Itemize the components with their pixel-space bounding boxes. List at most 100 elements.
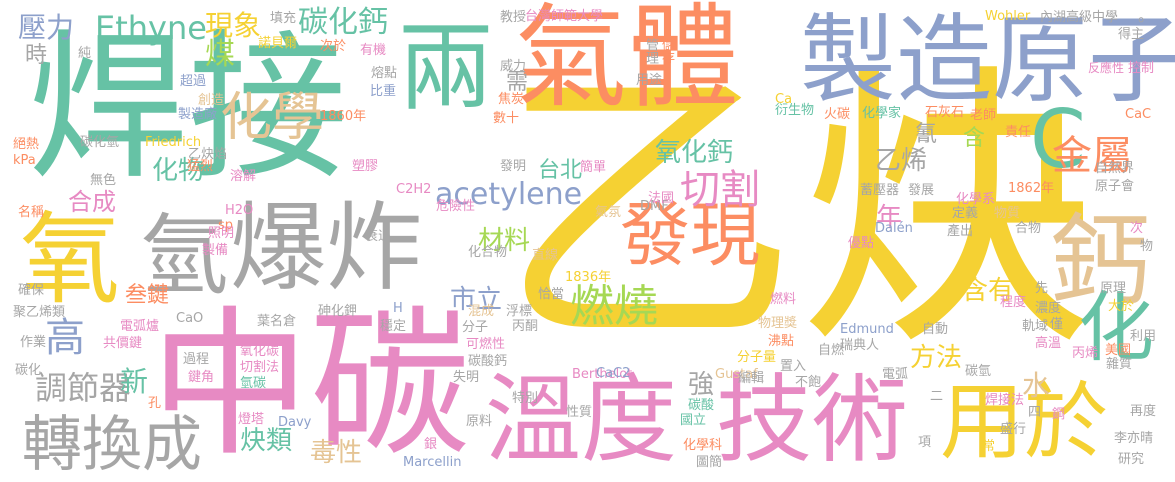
word: 有機 — [360, 43, 387, 58]
word: 諾貝爾 — [258, 36, 298, 51]
word: 壓力 — [18, 11, 75, 44]
word: 調節器 — [35, 369, 132, 407]
word: 銀 — [424, 437, 438, 452]
word: 照明 — [208, 226, 235, 241]
word: 研究 — [1118, 452, 1145, 467]
word: 發展 — [908, 183, 935, 198]
word: 雜質 — [1106, 357, 1133, 372]
word: 威力 — [500, 59, 527, 74]
word: 絕熱 — [13, 137, 40, 152]
word: 控制 — [1128, 61, 1155, 76]
word: 優點 — [848, 236, 875, 251]
word: 含 — [963, 126, 986, 151]
word: 燃料 — [770, 292, 797, 307]
word: 電弧 — [882, 367, 909, 382]
word: 時 — [25, 43, 48, 68]
word: 物理獎 — [758, 316, 798, 331]
word: 兩 — [398, 12, 494, 124]
word: 可燃性 — [466, 337, 506, 352]
word: 分子 — [462, 320, 489, 335]
word: 需 — [506, 70, 529, 95]
word: 1836年 — [565, 270, 612, 285]
word: 定義 — [952, 206, 979, 221]
word: 物質 — [994, 206, 1021, 221]
word: 管理 — [643, 38, 658, 64]
word: 自燃 — [818, 343, 845, 358]
word: 原子會 — [1095, 179, 1135, 194]
word: 產出 — [947, 224, 974, 239]
word: 化 — [1078, 283, 1154, 372]
word: 自然界 — [1095, 161, 1135, 176]
word: 美國 — [1105, 343, 1132, 358]
word: 溫度 — [485, 364, 677, 476]
word: 性質 — [566, 405, 593, 420]
word: 乙炔焰 — [188, 147, 228, 162]
word: 猛烈 — [187, 159, 214, 174]
word: 新 — [120, 365, 149, 398]
word: 孔 — [148, 396, 162, 411]
word: 瑞典人 — [840, 338, 880, 353]
word: 火碳 — [824, 107, 851, 122]
word: acetylene — [435, 177, 583, 212]
word: Wohler — [985, 9, 1031, 24]
word: Dalén — [875, 221, 913, 236]
word: 焊接 — [28, 14, 349, 201]
word: 焊接法 — [985, 393, 1025, 408]
word: 原理 — [1100, 281, 1127, 296]
word: 葉名倉 — [257, 314, 297, 329]
word: 切割法 — [240, 360, 280, 375]
word: 國立 — [680, 413, 707, 428]
word: Friedrich — [145, 135, 202, 150]
word: 塑膠 — [352, 159, 379, 174]
word: sp — [218, 218, 234, 233]
word: 利用 — [1130, 329, 1157, 344]
word: 材料 — [478, 226, 531, 256]
word: 燈塔 — [238, 412, 265, 427]
word: 氫碳 — [240, 376, 267, 391]
word: 化學 — [220, 88, 325, 148]
word: 碳氫 — [965, 364, 992, 379]
word: 乙炔 — [498, 37, 1098, 386]
word: 氧 — [20, 201, 120, 318]
word: 金屬 — [1052, 133, 1132, 179]
word: 技術 — [716, 364, 908, 476]
word: 常 — [982, 439, 996, 454]
word: 原料 — [466, 414, 493, 429]
word: 燃燒 — [570, 281, 658, 332]
word: 教授 — [500, 10, 527, 25]
word: 毒性 — [310, 438, 363, 468]
word: 現象 — [205, 9, 262, 42]
word: 氧化鈣 — [655, 138, 734, 168]
word: 化合物 — [468, 245, 508, 260]
word: 程度 — [1000, 295, 1027, 310]
word: 衰退 — [365, 229, 392, 244]
word: 蓄壓器 — [860, 183, 900, 198]
word: 發現 — [620, 194, 760, 276]
word: 高 — [45, 315, 85, 361]
word: C2H2 — [396, 182, 432, 197]
word: 浮標 — [506, 304, 533, 319]
word: 年 — [876, 203, 903, 233]
word: 高溫 — [1035, 336, 1062, 351]
word: 儲存 — [659, 38, 674, 64]
word: 直線 — [532, 248, 559, 263]
word: 失明 — [453, 370, 480, 385]
word: 危險性 — [436, 199, 476, 214]
word: 名稱 — [18, 205, 45, 220]
word: 碳酸 — [688, 398, 715, 413]
word: 鋼 — [1052, 407, 1066, 422]
word: 過程 — [183, 352, 210, 367]
word: 砷化鉀 — [318, 304, 358, 319]
word: 電弧爐 — [120, 319, 160, 334]
word: 溶解 — [230, 169, 257, 184]
word: 比重 — [370, 84, 397, 99]
word: 1862年 — [1008, 181, 1055, 196]
word: 僅 — [1050, 317, 1064, 332]
word: 碳化氫 — [80, 135, 120, 150]
word: 先 — [1035, 281, 1049, 296]
word: 編輯 — [738, 371, 765, 386]
word: C — [1030, 93, 1086, 186]
word: 氫 — [140, 204, 229, 307]
word: 二 — [930, 389, 944, 404]
word: 穩定 — [380, 319, 407, 334]
